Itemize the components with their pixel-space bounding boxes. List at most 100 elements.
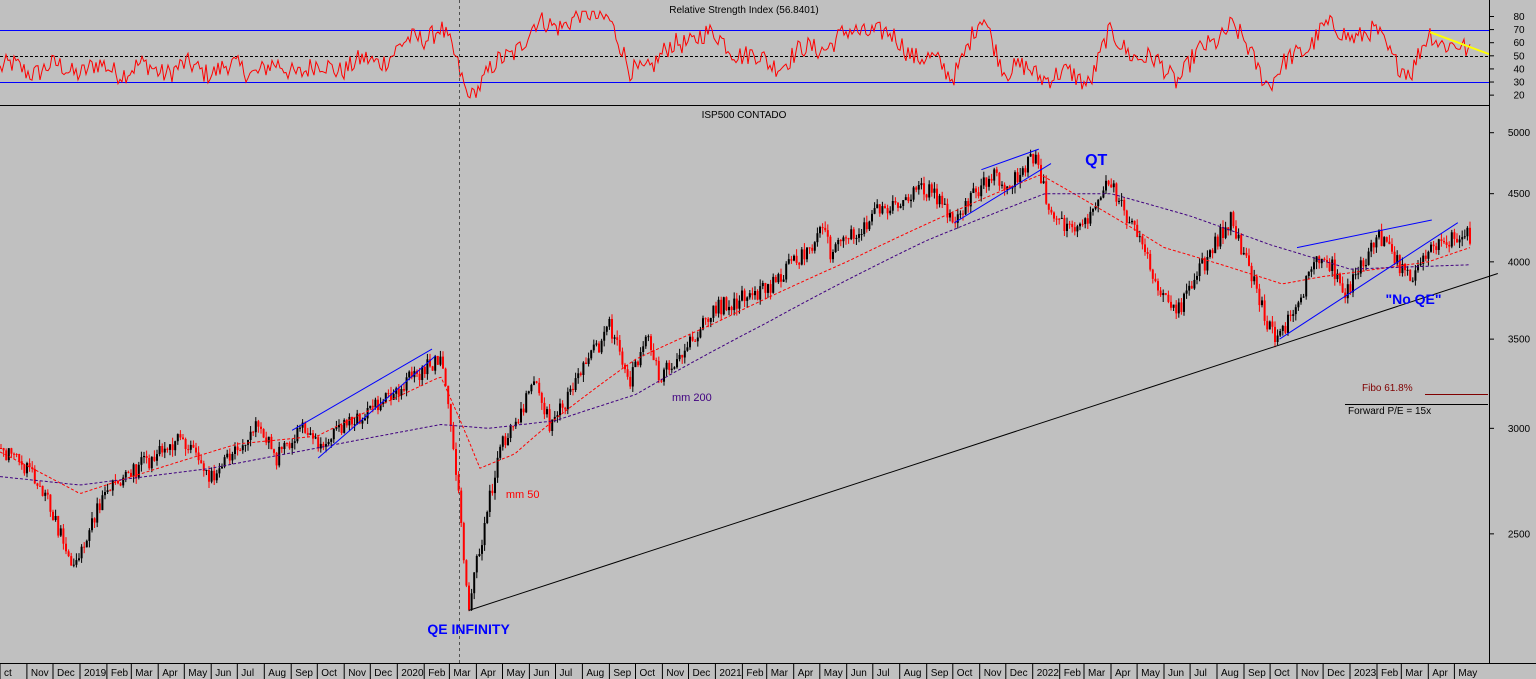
x-tick-label: Apr	[798, 668, 814, 679]
candle-body	[189, 444, 192, 450]
candle-body	[397, 388, 400, 396]
candle-body	[1349, 284, 1352, 293]
candle-body	[1253, 276, 1256, 282]
candle-body	[1136, 224, 1139, 237]
x-tick-label: Jun	[533, 668, 549, 679]
candle-body	[343, 419, 346, 433]
candle-body	[478, 554, 481, 556]
annotation-qt: QT	[1085, 152, 1107, 169]
candle-body	[556, 415, 559, 417]
candle-body	[1362, 260, 1365, 267]
candle-body	[36, 483, 39, 486]
candle-body	[709, 318, 712, 322]
candle-body	[912, 187, 915, 200]
x-tick-label: Feb	[1064, 668, 1082, 679]
candle-body	[1469, 227, 1471, 244]
candle-body	[1014, 172, 1016, 187]
candle-body	[306, 432, 309, 435]
candle-body	[88, 530, 91, 541]
candle-body	[137, 464, 140, 478]
candle-body	[504, 436, 507, 446]
candle-body	[156, 454, 158, 461]
candle-body	[83, 546, 86, 548]
channel-trendline-6	[1279, 222, 1459, 340]
candle-body	[1115, 183, 1118, 202]
candle-body	[696, 337, 699, 342]
candle-body	[613, 337, 616, 339]
rsi-title: Relative Strength Index (56.8401)	[669, 5, 819, 16]
candle-body	[356, 413, 359, 425]
candle-body	[239, 450, 242, 452]
candle-body	[1240, 234, 1243, 255]
x-tick-label: Sep	[295, 668, 313, 679]
candle-body	[897, 202, 899, 208]
candle-body	[1128, 222, 1131, 224]
candle-body	[345, 419, 348, 426]
candle-body	[1294, 307, 1297, 315]
candle-body	[218, 468, 221, 474]
candle-body	[1227, 227, 1230, 231]
candle-body	[790, 259, 793, 261]
candle-body	[39, 485, 41, 487]
x-tick-label: 2021	[719, 668, 742, 679]
x-tick-label: 2022	[1037, 668, 1060, 679]
x-tick-label: Mar	[135, 668, 153, 679]
candle-body	[364, 418, 366, 421]
candle-body	[1003, 184, 1006, 190]
candle-body	[964, 201, 967, 215]
candle-body	[621, 351, 624, 365]
candle-body	[488, 490, 491, 512]
candle-body	[371, 405, 374, 408]
candle-body	[267, 436, 270, 443]
candle-body	[772, 276, 775, 293]
candle-body	[1437, 239, 1440, 250]
price-tick-label: 4000	[1508, 257, 1531, 268]
candle-body	[221, 466, 223, 469]
candle-body	[273, 449, 275, 453]
candle-body	[1133, 220, 1136, 225]
candle-body	[756, 291, 759, 300]
candle-body	[384, 393, 387, 403]
candle-body	[340, 425, 343, 433]
candle-body	[1370, 242, 1373, 252]
candle-body	[975, 188, 977, 193]
candle-body	[1079, 223, 1081, 227]
candle-body	[858, 234, 860, 238]
candle-body	[761, 283, 764, 287]
candle-body	[1305, 276, 1308, 297]
candle-body	[395, 388, 398, 394]
candle-body	[496, 457, 499, 478]
candle-body	[174, 441, 177, 451]
candle-body	[512, 426, 515, 428]
candle-body	[1365, 265, 1367, 267]
candle-body	[67, 551, 70, 557]
candle-body	[111, 480, 114, 491]
candle-body	[293, 441, 296, 443]
candle-body	[26, 463, 28, 474]
candle-body	[338, 425, 340, 428]
candle-body	[626, 369, 629, 377]
candle-body	[585, 362, 587, 364]
candle-body	[187, 449, 190, 451]
candle-body	[533, 381, 535, 385]
candle-body	[1224, 227, 1227, 238]
candle-body	[821, 227, 824, 229]
candle-body	[925, 194, 928, 198]
candle-body	[938, 195, 941, 205]
candle-body	[730, 306, 733, 311]
candle-body	[629, 376, 632, 387]
candle-body	[312, 433, 314, 439]
candle-body	[436, 356, 439, 365]
candle-body	[548, 409, 551, 431]
candle-body	[1404, 264, 1406, 271]
channel-trendline-4	[954, 163, 1052, 224]
candle-body	[1237, 234, 1240, 239]
candle-body	[148, 458, 151, 469]
candle-body	[1146, 252, 1149, 254]
price-title: ISP500 CONTADO	[702, 110, 787, 121]
candle-body	[1424, 255, 1427, 259]
candle-body	[327, 441, 330, 445]
trendlines	[291, 148, 1498, 611]
candle-body	[426, 359, 429, 375]
